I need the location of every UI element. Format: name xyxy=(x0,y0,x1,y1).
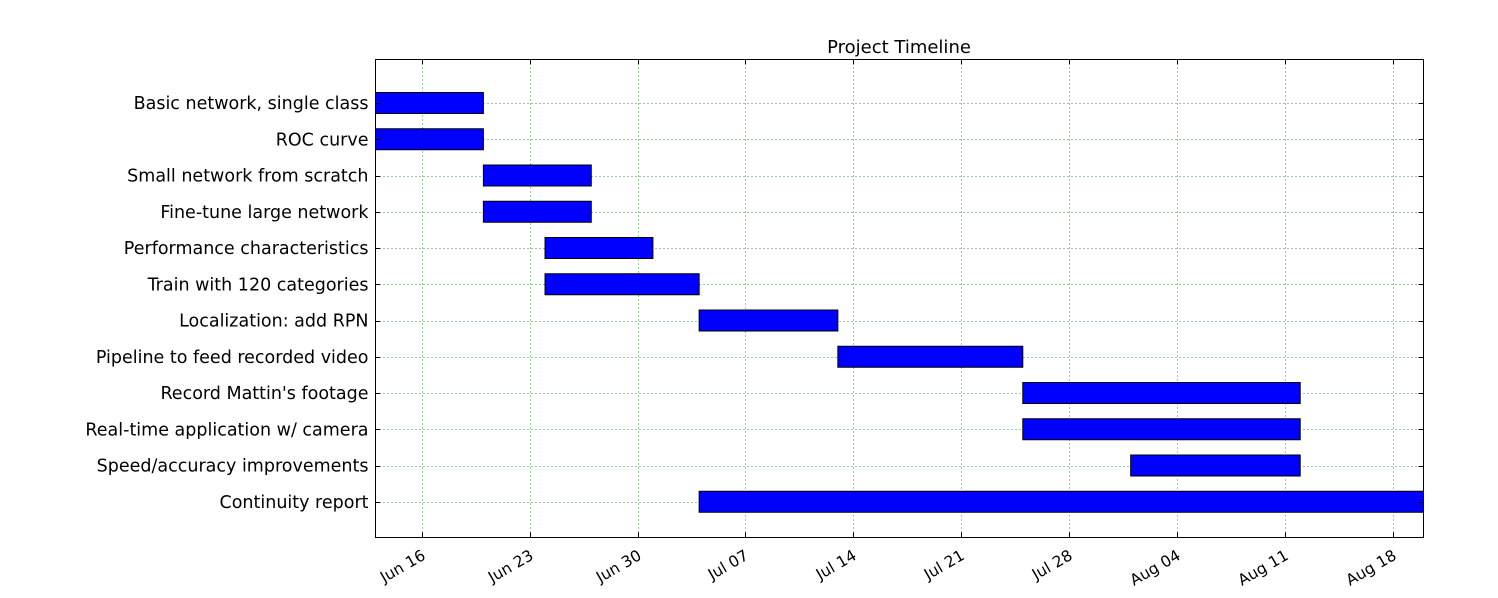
x-tick-label: Jun 23 xyxy=(484,546,536,587)
x-tick-label: Aug 18 xyxy=(1343,546,1400,589)
x-tick-label: Jun 30 xyxy=(592,546,644,587)
task-bar xyxy=(482,164,592,187)
task-bar xyxy=(698,309,839,332)
bars-layer xyxy=(375,92,1424,513)
x-tick-label: Aug 11 xyxy=(1235,546,1292,589)
task-label: Record Mattin's footage xyxy=(160,384,368,404)
chart-title: Project Timeline xyxy=(827,37,971,58)
task-bar xyxy=(1022,418,1301,441)
task-label: Small network from scratch xyxy=(127,167,368,187)
task-label: Basic network, single class xyxy=(134,94,369,114)
task-label: Fine-tune large network xyxy=(160,203,369,223)
task-label: Train with 120 categories xyxy=(147,275,369,295)
plot-frame xyxy=(375,59,1424,538)
task-bar xyxy=(837,345,1024,368)
task-label: Continuity report xyxy=(219,493,368,513)
task-bar xyxy=(544,237,654,259)
x-tick-label: Aug 04 xyxy=(1127,546,1184,589)
task-label: Performance characteristics xyxy=(124,239,369,259)
task-bar xyxy=(1130,454,1301,477)
task-bar xyxy=(482,200,592,223)
task-bar xyxy=(698,490,1424,513)
task-bar xyxy=(375,92,484,114)
task-bar xyxy=(544,273,700,296)
labels-layer: Jun 16 Jun 23 Jun 30 Jul 07 Jul 14 Jul 21 Jul … xyxy=(85,94,1399,589)
task-bar xyxy=(1022,382,1301,404)
x-tick-label: Jul 07 xyxy=(704,546,751,584)
task-bar xyxy=(375,128,484,151)
x-tick-label: Jul 28 xyxy=(1028,546,1075,584)
x-tick-label: Jul 14 xyxy=(812,546,859,584)
x-tick-label: Jun 16 xyxy=(376,546,428,587)
x-tick-label: Jul 21 xyxy=(920,546,967,584)
task-label: ROC curve xyxy=(276,130,369,150)
task-label: Real-time application w/ camera xyxy=(85,420,368,440)
ticks-layer xyxy=(375,59,1424,538)
task-label: Speed/accuracy improvements xyxy=(97,457,369,477)
task-label: Pipeline to feed recorded video xyxy=(96,348,369,368)
task-label: Localization: add RPN xyxy=(179,312,368,332)
